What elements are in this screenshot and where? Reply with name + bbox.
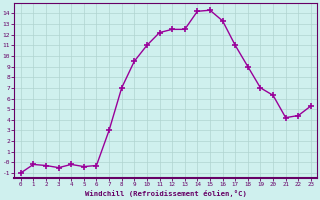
X-axis label: Windchill (Refroidissement éolien,°C): Windchill (Refroidissement éolien,°C) <box>85 190 247 197</box>
